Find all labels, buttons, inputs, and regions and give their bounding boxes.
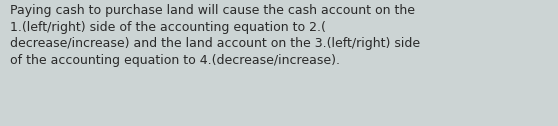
Text: Paying cash to purchase land will cause the cash account on the
1.(left/right) s: Paying cash to purchase land will cause … [10,4,420,67]
